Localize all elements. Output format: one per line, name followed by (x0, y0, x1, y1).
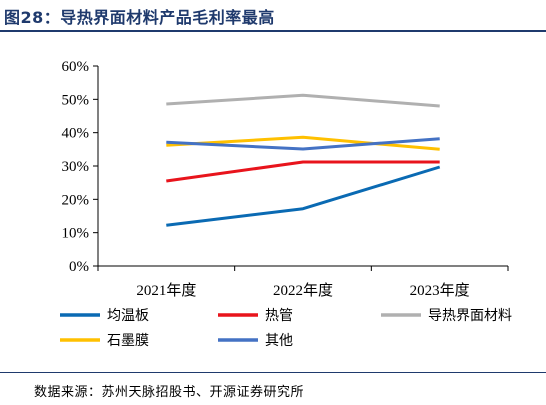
y-tick-label: 20% (62, 192, 90, 208)
legend-label: 导热界面材料 (428, 308, 512, 324)
y-tick-label: 30% (62, 159, 90, 175)
x-tick-label: 2022年度 (273, 282, 333, 299)
series-line-4 (166, 137, 440, 151)
line-chart: 0% 10% 20% 30% 40% 50% 60% 2021年度 2022年度 2023年度 均… (60, 59, 512, 349)
y-tick-label: 10% (62, 226, 90, 242)
source-divider (0, 372, 546, 373)
y-tick-label: 40% (62, 126, 90, 142)
legend-label: 其他 (265, 333, 293, 349)
figure-title: 图28：导热界面材料产品毛利率最高 (4, 8, 275, 27)
chart-series (166, 93, 441, 227)
series-line-2 (166, 93, 440, 108)
x-tick-label: 2023年度 (410, 282, 470, 299)
series-line-0 (166, 165, 441, 227)
source-note: 数据来源：苏州天脉招股书、开源证券研究所 (34, 385, 305, 400)
title-divider (0, 30, 546, 32)
x-tick-label: 2021年度 (136, 282, 196, 299)
y-tick-label: 50% (62, 92, 90, 108)
chart-axes: 0% 10% 20% 30% 40% 50% 60% 2021年度 2022年度 2023年度 (62, 59, 509, 299)
legend-label: 均温板 (107, 308, 149, 324)
legend-label: 热管 (265, 308, 293, 324)
series-line-1 (166, 160, 440, 183)
series-line-3 (166, 135, 440, 151)
y-tick-label: 0% (69, 259, 89, 275)
y-tick-label: 60% (62, 59, 90, 75)
legend-label: 石墨膜 (107, 333, 149, 349)
